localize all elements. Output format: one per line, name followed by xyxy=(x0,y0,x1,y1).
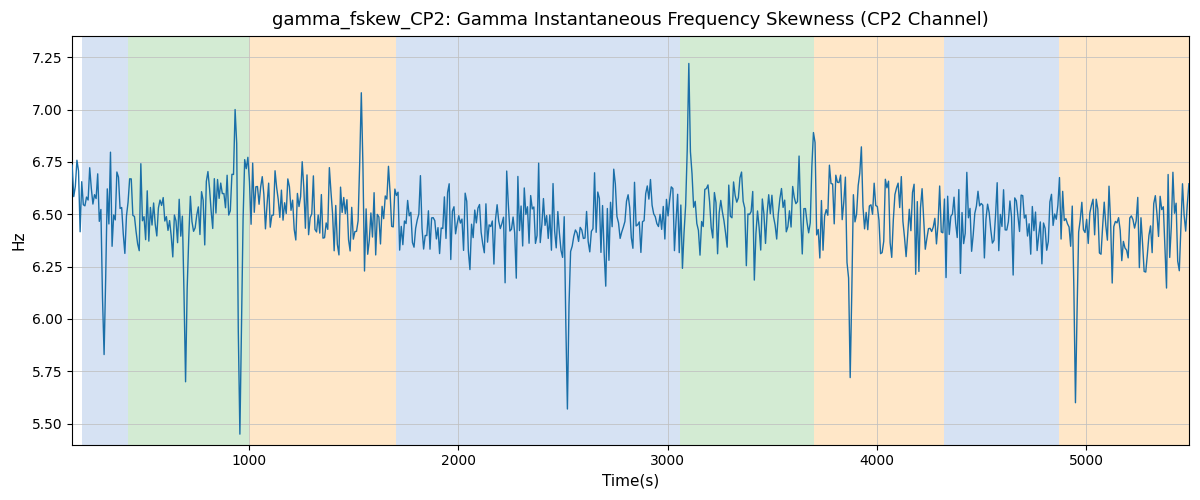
Bar xyxy=(680,36,814,445)
Bar xyxy=(1060,36,1189,445)
Title: gamma_fskew_CP2: Gamma Instantaneous Frequency Skewness (CP2 Channel): gamma_fskew_CP2: Gamma Instantaneous Fre… xyxy=(272,11,989,30)
Bar xyxy=(82,36,127,445)
Y-axis label: Hz: Hz xyxy=(11,230,26,250)
Bar xyxy=(396,36,680,445)
X-axis label: Time(s): Time(s) xyxy=(602,474,659,489)
Bar xyxy=(944,36,1060,445)
Bar xyxy=(814,36,944,445)
Bar xyxy=(127,36,250,445)
Bar xyxy=(250,36,396,445)
